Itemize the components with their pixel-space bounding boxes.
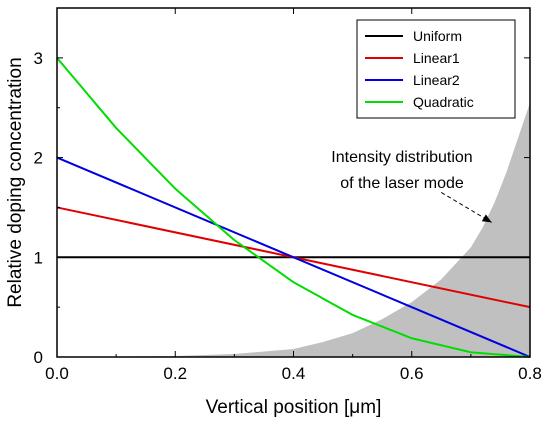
legend-label-uniform: Uniform bbox=[413, 28, 462, 44]
annotation-line-1: Intensity distribution bbox=[331, 149, 472, 166]
x-tick-label: 0.2 bbox=[163, 364, 187, 383]
series-line-linear2 bbox=[56, 156, 531, 358]
y-tick-label: 2 bbox=[34, 149, 43, 168]
y-tick-label: 1 bbox=[34, 248, 43, 267]
x-tick-label: 0.8 bbox=[518, 364, 542, 383]
x-tick-label: 0.4 bbox=[282, 364, 306, 383]
intensity-area-layer bbox=[57, 102, 530, 357]
x-axis-label: Vertical position [μm] bbox=[206, 397, 382, 418]
legend-label-quadratic: Quadratic bbox=[413, 94, 474, 110]
x-tick-label: 0.6 bbox=[400, 364, 424, 383]
annotation: Intensity distribution of the laser mode bbox=[331, 149, 492, 223]
x-tick-label: 0.0 bbox=[45, 364, 69, 383]
series-layer bbox=[56, 57, 531, 358]
legend-label-linear2: Linear2 bbox=[413, 72, 460, 88]
legend-label-linear1: Linear1 bbox=[413, 50, 460, 66]
annotation-line-2: of the laser mode bbox=[340, 175, 464, 192]
annotation-arrowhead bbox=[481, 214, 492, 223]
annotation-arrow bbox=[441, 192, 492, 223]
y-tick-label: 3 bbox=[34, 49, 43, 68]
legend: Uniform Linear1 Linear2 Quadratic bbox=[356, 19, 516, 119]
tick-layer: 0.0 0.2 0.4 0.6 0.8 0 1 2 3 bbox=[34, 8, 542, 383]
intensity-area bbox=[57, 102, 530, 357]
y-axis-label: Relative doping concentration bbox=[5, 57, 26, 307]
series-line-quadratic bbox=[56, 57, 531, 358]
y-tick-label: 0 bbox=[34, 348, 43, 367]
